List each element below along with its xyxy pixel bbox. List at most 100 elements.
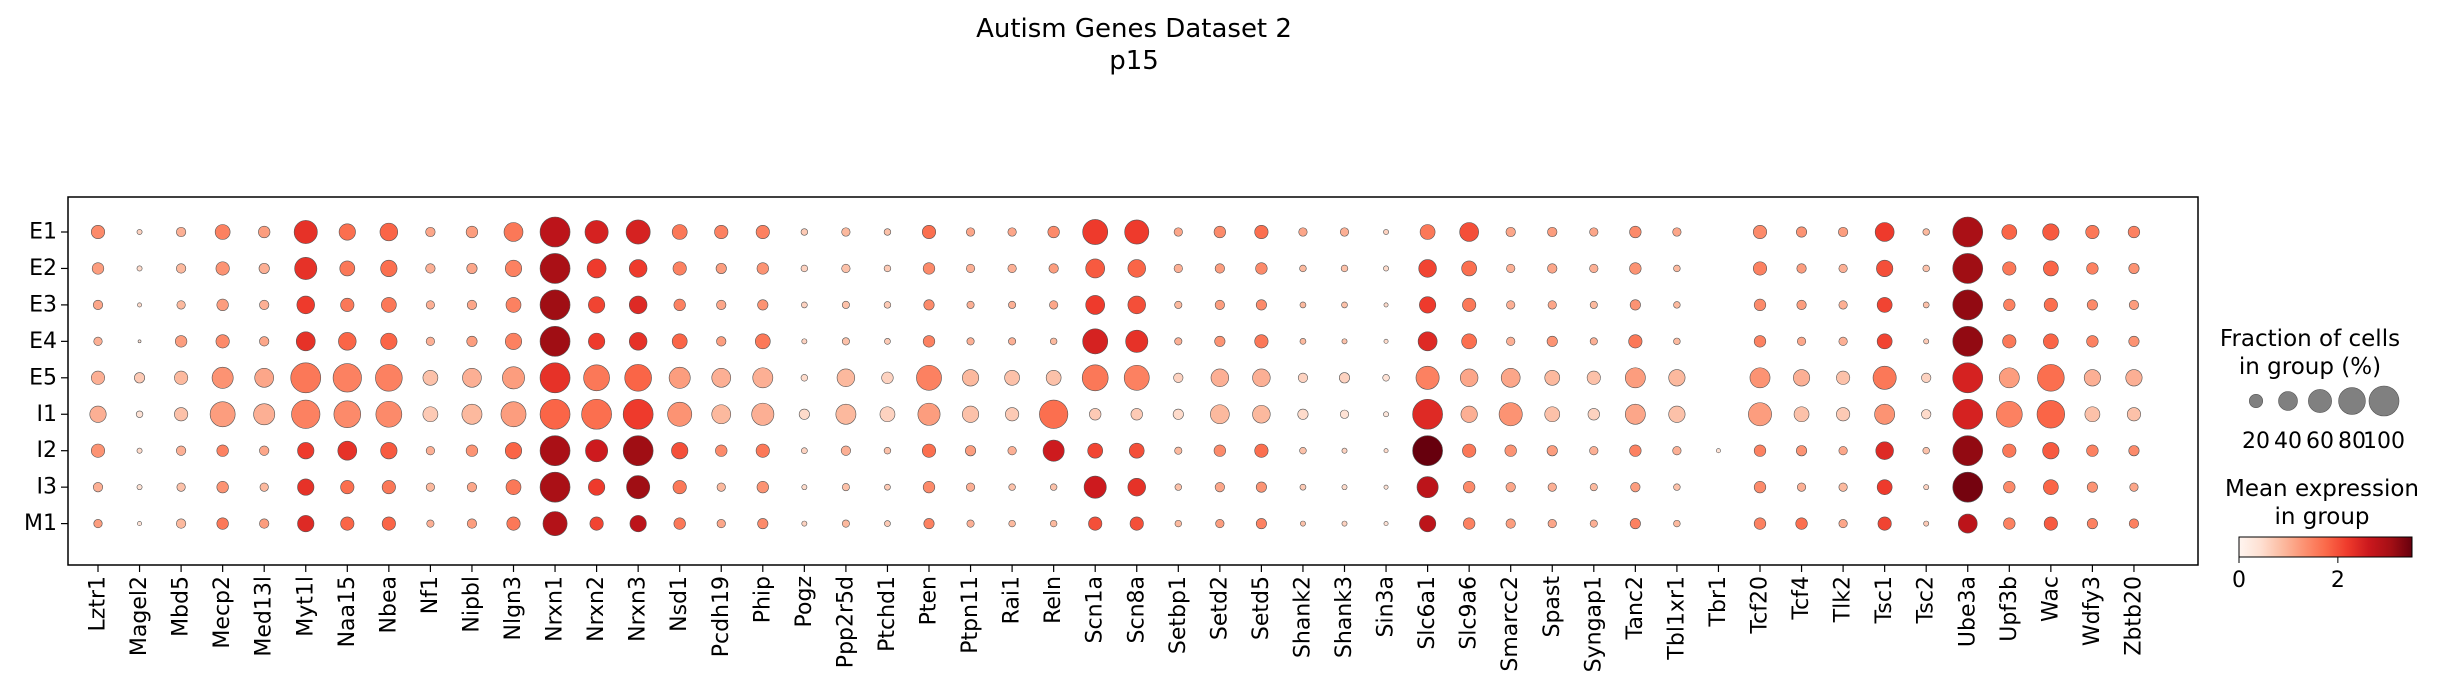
dot bbox=[2043, 297, 2058, 312]
dot bbox=[2086, 518, 2098, 530]
dot bbox=[1876, 259, 1894, 277]
dot bbox=[1215, 519, 1225, 529]
dot bbox=[2003, 481, 2016, 494]
dot bbox=[836, 368, 856, 387]
dot bbox=[1629, 518, 1641, 530]
x-tick-label: Rai1 bbox=[1000, 576, 1025, 624]
x-tick-label: Naa15 bbox=[335, 576, 360, 647]
dot bbox=[1630, 482, 1641, 493]
dot bbox=[1673, 483, 1681, 491]
dot bbox=[2084, 406, 2101, 423]
dot bbox=[1382, 374, 1390, 382]
dot bbox=[1500, 368, 1521, 388]
dot bbox=[1383, 229, 1389, 235]
dot bbox=[1412, 435, 1443, 467]
dot bbox=[1838, 446, 1848, 456]
dot bbox=[589, 516, 604, 531]
dot bbox=[884, 338, 891, 345]
dot bbox=[1127, 259, 1146, 278]
dot bbox=[253, 403, 276, 426]
dot bbox=[425, 446, 435, 456]
dot bbox=[1299, 301, 1307, 309]
dot bbox=[137, 521, 142, 527]
x-tick-label: Slc9a6 bbox=[1457, 576, 1482, 650]
dot bbox=[962, 369, 980, 387]
size-legend-dot bbox=[2338, 387, 2366, 415]
dot bbox=[628, 332, 648, 351]
dot bbox=[1505, 226, 1516, 238]
dot bbox=[1049, 300, 1059, 310]
dot bbox=[965, 445, 977, 457]
dot bbox=[1547, 519, 1557, 529]
dot bbox=[1672, 446, 1682, 456]
x-tick-label: Scn1a bbox=[1083, 576, 1108, 643]
size-legend: Fraction of cells in group (%) 20 40 60 801… bbox=[2220, 326, 2405, 454]
dot bbox=[505, 479, 522, 495]
dot bbox=[1463, 517, 1476, 530]
dot bbox=[291, 399, 321, 429]
dot bbox=[333, 400, 362, 428]
x-tick-label: Sin3a bbox=[1374, 576, 1399, 638]
dot bbox=[1923, 484, 1930, 491]
dot bbox=[1339, 372, 1351, 384]
dot bbox=[1129, 516, 1144, 531]
x-tick-label: Tlk2 bbox=[1831, 576, 1856, 623]
x-tick-label: Wdfy3 bbox=[2080, 576, 2105, 646]
colorbar-tick-label: 2 bbox=[2331, 568, 2345, 593]
dot bbox=[176, 518, 187, 529]
dot bbox=[1876, 297, 1893, 313]
dot bbox=[1922, 447, 1930, 455]
dot bbox=[588, 332, 606, 350]
dot bbox=[90, 224, 106, 240]
dot bbox=[1174, 446, 1183, 455]
dot bbox=[1042, 439, 1065, 462]
dot bbox=[626, 475, 651, 500]
y-tick-label: M1 bbox=[24, 511, 57, 536]
dot bbox=[1298, 227, 1308, 237]
dot bbox=[1254, 224, 1269, 240]
dot bbox=[340, 516, 355, 531]
size-legend-label: 80 bbox=[2338, 429, 2366, 454]
dot bbox=[757, 299, 769, 311]
dot bbox=[215, 261, 230, 276]
dot bbox=[2002, 443, 2017, 458]
dot bbox=[1254, 334, 1269, 349]
dot bbox=[425, 263, 436, 274]
dot bbox=[1007, 227, 1017, 237]
dot bbox=[216, 481, 229, 494]
dot bbox=[1589, 519, 1598, 528]
colorbar-tick-label: 0 bbox=[2232, 568, 2246, 593]
size-legend-title-line2: in group (%) bbox=[2239, 354, 2381, 380]
x-tick-label: Zbtb20 bbox=[2121, 576, 2146, 656]
x-tick-label: Ppp2r5d bbox=[833, 576, 858, 668]
color-legend-title-line2: in group bbox=[2274, 504, 2369, 530]
dot bbox=[1214, 263, 1225, 274]
dot bbox=[800, 228, 808, 236]
size-legend-label: 40 bbox=[2274, 429, 2302, 454]
dot bbox=[1505, 518, 1516, 529]
dot bbox=[379, 222, 399, 242]
dot bbox=[500, 401, 527, 428]
dot bbox=[1383, 411, 1389, 418]
dot bbox=[1124, 219, 1150, 245]
dot bbox=[841, 519, 850, 528]
dot bbox=[755, 224, 770, 240]
dot bbox=[1007, 446, 1017, 456]
dot bbox=[667, 401, 693, 427]
dot bbox=[1546, 335, 1558, 347]
dot bbox=[711, 404, 732, 425]
x-tick-label: Syngap1 bbox=[1581, 576, 1606, 672]
dot bbox=[1341, 338, 1348, 345]
dot bbox=[966, 263, 976, 273]
dot bbox=[1506, 300, 1516, 310]
size-legend-dot bbox=[2278, 391, 2298, 411]
dot bbox=[841, 227, 851, 237]
dot bbox=[93, 519, 103, 529]
dot bbox=[465, 444, 479, 457]
dot bbox=[629, 515, 647, 533]
plot-frame bbox=[67, 196, 2199, 566]
dot bbox=[1462, 443, 1477, 458]
dot bbox=[1624, 403, 1646, 425]
dot bbox=[1050, 519, 1058, 528]
dot bbox=[881, 371, 894, 384]
